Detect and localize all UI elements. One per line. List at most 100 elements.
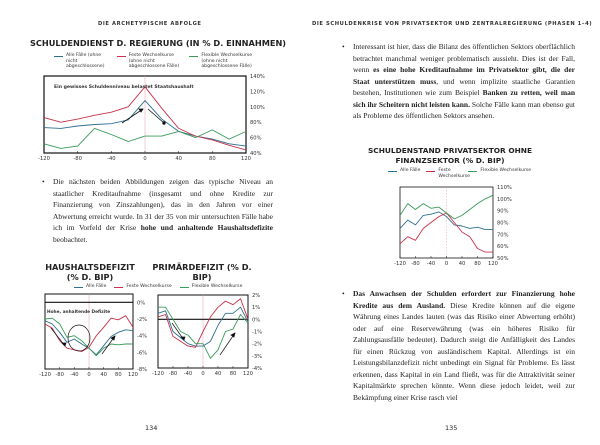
y-tick-label: -8% <box>137 367 147 373</box>
paragraph-text: Diese Kredite können auf die eigene Währ… <box>353 300 575 402</box>
series-line-all <box>399 211 493 231</box>
y-tick-label: -4% <box>252 366 262 372</box>
y-tick-label: 0% <box>137 300 145 306</box>
paragraph-text-end: beobachtet. <box>53 234 88 244</box>
legend-privatsektor: Alle Fälle Feste Wechselkurse Flexible W… <box>388 168 531 179</box>
x-tick-label: 40 <box>459 261 466 267</box>
paragraph-bold: es eine hohe Kreditaufnahme im Privatsek… <box>353 65 576 86</box>
x-tick-label: -80 <box>73 156 81 162</box>
x-tick-label: 120 <box>128 372 138 378</box>
chart-title-haushaltsdefizit: HAUSHALTSDEFIZIT (% D. BIP) <box>45 262 135 282</box>
plot-layer <box>399 186 494 259</box>
y-tick-label: 50% <box>497 256 509 262</box>
series-line-fixed <box>43 86 247 151</box>
bullet: • <box>42 177 45 186</box>
x-tick-label: 40 <box>175 156 182 162</box>
legend-swatch <box>116 55 126 57</box>
paragraph-bold: Banken zu retten, weil man sich ihr Sche… <box>353 88 575 109</box>
legend-item-fixed: Feste Wechselkurse <box>426 168 470 179</box>
y-tick-label: -1% <box>252 330 262 336</box>
bullet: • <box>342 42 345 51</box>
annotation-arrows <box>171 322 236 356</box>
chart-annotation: Hohe, anhaltende Defizite <box>47 309 110 315</box>
right-paragraph-1: • Interessant ist hier, dass die Bilanz d… <box>342 41 576 122</box>
y-tick-label: -2% <box>252 342 262 348</box>
chart-title-schuldendienst: SCHULDENDIENST D. REGIERUNG (IN % D. EIN… <box>30 38 287 48</box>
x-tick-label: 120 <box>243 371 253 377</box>
y-tick-label: 110% <box>497 185 512 191</box>
legend-swatch <box>388 170 397 172</box>
legend-label: Feste Wechselkurse <box>438 168 470 179</box>
legend-label: Flexible Wechselkurse <box>191 284 243 289</box>
legend-label: Feste Wechselkurse <box>126 284 172 289</box>
y-tick-label: 40% <box>250 151 262 157</box>
x-tick-label: -80 <box>411 261 419 267</box>
x-tick-label: 80 <box>115 372 122 378</box>
y-tick-label: 100% <box>250 105 265 111</box>
y-tick-label: -6% <box>137 350 147 356</box>
y-tick-label: -4% <box>137 334 147 340</box>
series-line-fixed <box>44 315 134 352</box>
legend-item-flexible: Flexible Wechselkurse <box>179 284 243 290</box>
legend-label: Feste Wechselkurse (ohne nicht abgeschlo… <box>128 53 180 70</box>
paragraph-bold: hohe und anhaltende Haushaltsdefizite <box>140 223 273 232</box>
x-tick-label: -40 <box>70 372 78 378</box>
series-line-flexible <box>43 127 247 149</box>
left-running-header: DIE ARCHETYPISCHE ABFOLGE <box>98 21 202 27</box>
annotation-arrows <box>50 327 116 355</box>
x-tick-label: -120 <box>394 261 406 267</box>
right-running-header: DIE SCHULDENKRISE VON PRIVATSEKTOR UND Z… <box>312 21 593 27</box>
legend-label: Alle Fälle <box>86 284 107 289</box>
series-line-flexible <box>399 194 494 220</box>
paragraph-text: Die nächsten beiden Abbildungen zeigen d… <box>53 177 273 232</box>
x-tick-label: -120 <box>152 371 164 377</box>
x-tick-label: -80 <box>169 371 177 377</box>
legend-swatch <box>114 286 124 288</box>
legend-swatch <box>426 170 436 172</box>
x-tick-label: 120 <box>241 156 251 162</box>
paragraph-bold: Das Anwachsen der Schulden erfordert zur… <box>353 289 575 310</box>
chart-annotation: Ein gewisses Schuldenniveau belastet Sta… <box>54 84 194 90</box>
x-tick-label: 40 <box>100 372 107 378</box>
legend-item-all: Alle Fälle <box>388 168 420 179</box>
highlight-circle <box>67 324 91 352</box>
left-page-number: 134 <box>145 424 158 432</box>
x-tick-label: 80 <box>474 261 481 267</box>
y-tick-label: 70% <box>497 232 509 238</box>
y-tick-label: 100% <box>497 197 512 203</box>
right-paragraph-2: • Das Anwachsen der Schulden erfordert zu… <box>342 288 575 403</box>
legend-label: Flexible Wechselkurse <box>480 168 532 173</box>
x-tick-label: -80 <box>55 372 63 378</box>
x-tick-label: 80 <box>230 371 237 377</box>
legend-schuldendienst: Alle Fälle (ohne nicht abgeschlossene) F… <box>54 53 254 70</box>
legend-swatch <box>179 286 189 288</box>
y-tick-label: 80% <box>250 120 262 126</box>
legend-swatch <box>468 170 478 172</box>
paragraph-text: Interessant ist hier, dass die Bilanz de… <box>353 42 575 74</box>
chart-primaerdefizit: 2% 1% 0% -1% -2% -3% -4% -120 -80 -40 0 40 80 120 <box>152 293 262 377</box>
x-tick-label: -120 <box>39 372 51 378</box>
x-tick-label: 120 <box>488 261 498 267</box>
series-line-all <box>157 306 249 347</box>
x-tick-label: -120 <box>38 156 50 162</box>
series-line-flexible <box>158 306 249 359</box>
legend-item-flexible: Flexible Wechselkurse <box>468 168 531 179</box>
plot-layer <box>44 293 134 370</box>
legend-swatch <box>189 55 199 57</box>
legend-item-all: Alle Fälle <box>74 284 106 290</box>
y-tick-label: 60% <box>497 244 509 250</box>
chart-privatsektor: 110% 100% 90% 80% 70% 60% 50% -120 -80 -40 0 40 80 12… <box>394 185 512 267</box>
x-tick-label: 0 <box>445 261 448 267</box>
chart-title-primaerdefizit: PRIMÄRDEFIZIT (% D. BIP) <box>152 262 252 282</box>
series-line-flexible <box>44 317 133 357</box>
annotation-arrows <box>121 108 166 125</box>
paragraph-text: , und wenn implizite staatliche Garantie… <box>353 76 575 98</box>
plot-layer <box>43 75 247 154</box>
x-tick-label: 0 <box>201 371 204 377</box>
plot-layer <box>157 294 249 369</box>
x-tick-label: 0 <box>143 156 146 162</box>
legend-item-flexible: Flexible Wechselkurse (ohne nicht abgesc… <box>189 53 254 70</box>
chart-title-privatsektor: SCHULDENSTAND PRIVATSEKTOR OHNE FINANZSE… <box>367 146 533 165</box>
y-tick-label: 60% <box>250 136 262 142</box>
